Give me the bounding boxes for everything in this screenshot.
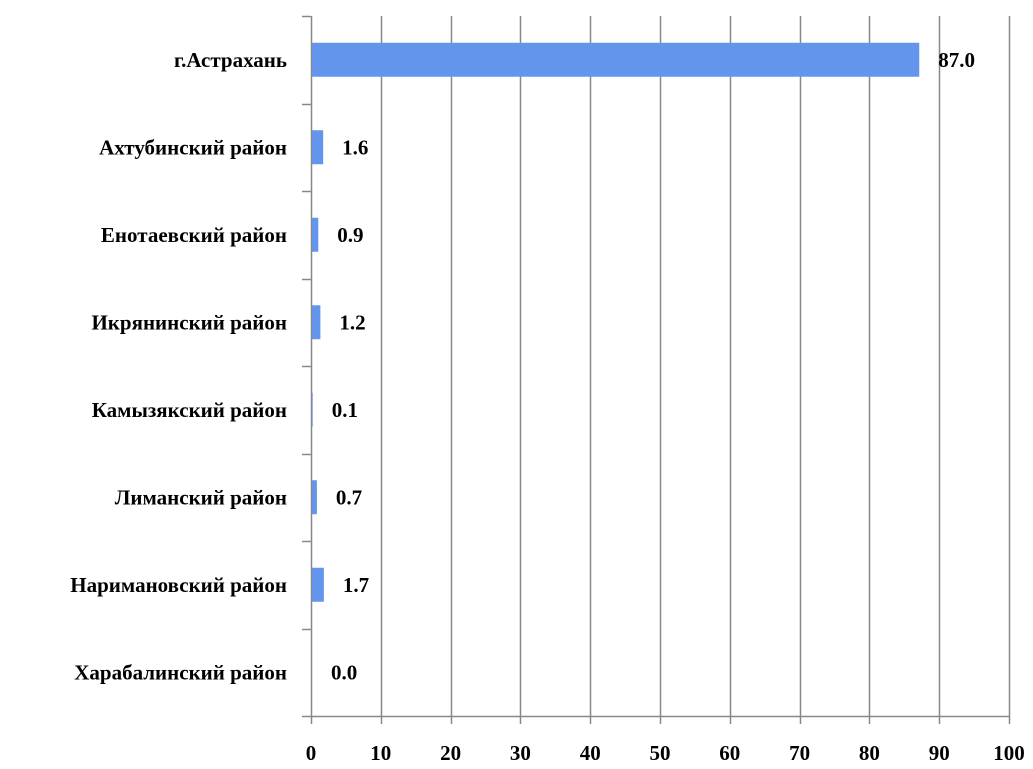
category-label: Икрянинский район — [91, 310, 287, 334]
data-label: 0.0 — [331, 660, 357, 684]
x-tick-label: 80 — [859, 741, 880, 765]
x-tick-label: 20 — [440, 741, 461, 765]
category-label: г.Астрахань — [174, 48, 287, 72]
data-label: 1.6 — [342, 135, 368, 159]
x-tick-label: 10 — [370, 741, 391, 765]
bar — [312, 392, 313, 427]
x-tick-label: 60 — [719, 741, 740, 765]
data-label: 0.1 — [332, 398, 358, 422]
bar — [312, 480, 317, 515]
category-label: Харабалинский район — [74, 660, 287, 684]
bar — [312, 305, 321, 340]
axes — [302, 15, 1011, 724]
labels: 0 10 20 30 40 50 60 70 80 90 100 г.Астрахань 87.0 Ахт… — [70, 48, 1024, 765]
x-tick-label: 100 — [993, 741, 1025, 765]
data-label: 0.9 — [337, 223, 363, 247]
category-label: Наримановский район — [70, 573, 287, 597]
x-tick-label: 70 — [789, 741, 810, 765]
x-tick-label: 50 — [650, 741, 671, 765]
category-label: Камызякский район — [92, 398, 287, 422]
bar — [312, 567, 324, 602]
category-label: Лиманский район — [115, 485, 287, 509]
x-tick-label: 0 — [306, 741, 317, 765]
data-label: 1.2 — [339, 310, 365, 334]
x-tick-label: 30 — [510, 741, 531, 765]
data-label: 1.7 — [343, 573, 369, 597]
data-label: 0.7 — [336, 485, 362, 509]
x-tick-label: 40 — [580, 741, 601, 765]
category-label: Енотаевский район — [101, 223, 287, 247]
gridlines — [380, 16, 1011, 716]
bar — [312, 217, 319, 252]
x-tick-label: 90 — [929, 741, 950, 765]
data-label: 87.0 — [938, 48, 975, 72]
bar — [312, 130, 324, 165]
bar — [312, 42, 920, 77]
bars — [312, 42, 920, 602]
category-label: Ахтубинский район — [99, 135, 287, 159]
